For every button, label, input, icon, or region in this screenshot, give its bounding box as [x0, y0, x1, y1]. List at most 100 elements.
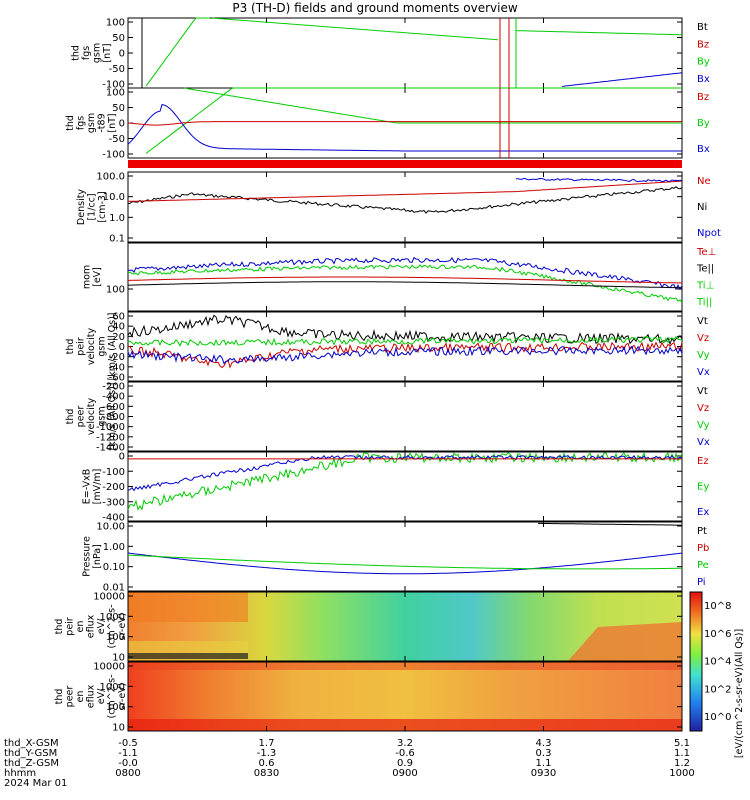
series-Ex	[127, 454, 683, 492]
y-axis-label: [1/cc]	[87, 193, 98, 220]
y-tick-label: 10.00	[96, 522, 125, 533]
legend-entry: Bt	[697, 22, 708, 33]
ephemeris-value: 0800	[115, 768, 140, 779]
page-title: P3 (TH-D) fields and ground moments over…	[232, 1, 518, 15]
legend-entry: Vx	[697, 437, 710, 448]
colorbar-tick: 10^2	[704, 684, 731, 695]
y-axis-label: thd	[65, 115, 76, 131]
y-axis-label: en	[75, 621, 86, 633]
y-tick-label: 1000	[100, 682, 125, 693]
y-axis-label: velocity	[86, 328, 97, 366]
spectrogram-dark-strip	[128, 653, 248, 659]
y-tick-label: 10	[112, 653, 125, 664]
y-axis-label: thd	[65, 409, 76, 425]
legend-entry: Vx	[697, 367, 710, 378]
legend-entry: Vt	[697, 386, 708, 397]
legend-entry: Ni	[697, 202, 707, 213]
y-tick-label: -200	[102, 482, 125, 493]
y-tick-label: 0.10	[103, 562, 125, 573]
y-tick-label: 0	[119, 342, 125, 353]
y-axis-label: thd	[54, 689, 65, 705]
y-axis-label: velocity	[86, 398, 97, 436]
y-tick-label: -300	[102, 497, 125, 508]
y-axis-label: eV/	[96, 618, 107, 634]
y-axis-label: thd	[65, 339, 76, 355]
y-tick-label: -50	[109, 134, 125, 145]
legend-entry: Bx	[697, 144, 710, 155]
y-axis-label: [cm-3]	[97, 191, 108, 222]
y-axis-label: peir	[65, 617, 76, 636]
y-axis-label: fgs	[81, 46, 92, 60]
colorbar-tick: 10^8	[704, 601, 731, 612]
legend-entry: Ex	[697, 507, 709, 518]
spectrogram-right-region	[568, 622, 682, 661]
y-axis-label: Pressure	[82, 536, 93, 577]
series-Bx	[127, 104, 682, 152]
y-axis-label: -t89	[97, 113, 108, 132]
panel-frame	[127, 17, 683, 89]
y-axis-label: [km/s (All Qs)]	[107, 313, 118, 381]
y-tick-label: 1000	[100, 612, 125, 623]
legend-entry: Te||	[696, 264, 714, 275]
ephemeris-value: 0.3	[536, 748, 552, 759]
y-tick-label: 100	[106, 702, 125, 713]
y-tick-label: 50	[112, 33, 125, 44]
series-Te-par	[127, 281, 682, 289]
y-axis-label: thd	[54, 619, 65, 635]
y-axis-label: Density	[76, 189, 87, 225]
y-tick-label: -1200	[96, 432, 125, 443]
series-Ne	[127, 180, 683, 202]
y-tick-label: -100	[102, 80, 125, 91]
series-Vt	[127, 314, 683, 346]
colorbar-label: [eV/(cm^2-s-sr-eV)(All Qs)]	[734, 629, 745, 758]
y-tick-label: -40	[109, 362, 125, 373]
ephemeris-value: 0830	[254, 768, 279, 779]
series-Vx	[127, 345, 683, 365]
y-tick-label: -20	[109, 352, 125, 363]
colorbar-tick: 10^4	[704, 657, 731, 668]
series-By	[183, 87, 682, 124]
y-tick-label: 1.0	[109, 213, 125, 224]
y-axis-label: peer	[65, 686, 76, 708]
legend-entry: Ti||	[696, 297, 712, 308]
y-tick-label: 100	[106, 632, 125, 643]
ephemeris-value: -1.1	[118, 748, 138, 759]
series-Pi	[127, 552, 683, 575]
colorbar-tick: 10^0	[704, 712, 731, 723]
legend-entry: Vy	[697, 350, 710, 361]
legend-entry: Vy	[697, 420, 710, 431]
ephemeris-value: 1.1	[674, 748, 690, 759]
colorbar	[689, 591, 703, 732]
y-tick-label: 0	[119, 452, 125, 463]
y-axis-label: (cm^2-s-	[107, 675, 118, 719]
ephemeris-row-name: thd_Z-GSM	[4, 758, 59, 769]
series-By	[211, 17, 499, 41]
y-tick-label: -400	[102, 513, 125, 524]
legend-entry: By	[697, 118, 710, 129]
y-tick-label: 1.00	[103, 542, 125, 553]
legend-entry: Vz	[697, 403, 709, 414]
legend-entry: Pb	[697, 543, 709, 554]
series-Ni	[127, 186, 683, 214]
y-tick-label: 10.0	[103, 192, 125, 203]
ephemeris-value: 1.1	[536, 758, 552, 769]
series-By	[145, 17, 210, 87]
panel-frame	[127, 381, 683, 452]
y-tick-label: 0.1	[109, 234, 125, 245]
series-By	[145, 87, 682, 154]
ephemeris-value: 1.7	[259, 738, 275, 749]
red-separator-bar	[128, 160, 682, 168]
y-tick-label: 100	[106, 88, 125, 99]
panel-frame	[127, 521, 683, 592]
y-tick-label: -200	[102, 382, 125, 393]
y-axis-label: eV/	[96, 688, 107, 704]
legend-entry: Ey	[697, 482, 709, 493]
ephemeris-value: -0.6	[395, 748, 415, 759]
y-axis-label: gsm	[97, 336, 108, 356]
y-axis-label: [km/s (All Qs)]	[107, 383, 118, 451]
ephemeris-value: 0.6	[259, 758, 275, 769]
y-tick-label: -50	[109, 64, 125, 75]
series-Bx	[561, 72, 683, 87]
y-axis-label: mom	[82, 265, 93, 289]
y-axis-label: peir	[76, 337, 87, 356]
